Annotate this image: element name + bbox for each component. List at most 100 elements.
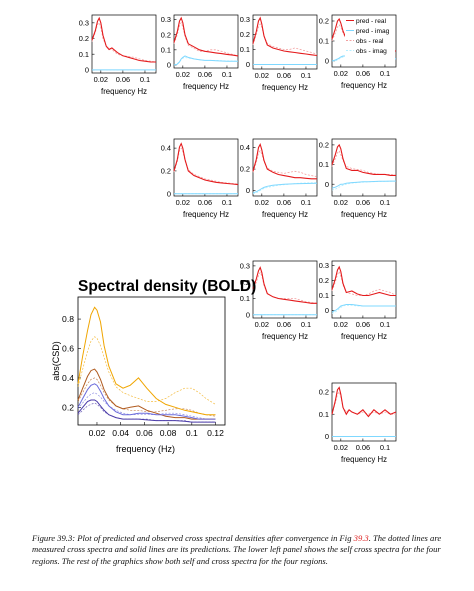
panel-frame <box>252 14 318 70</box>
y-tick-label: 0 <box>325 306 329 315</box>
y-tick-label: 0.2 <box>319 17 329 26</box>
cross-spectrum-panel-2-4: 0 0.1 0.2 0.02 0.06 0.1 frequency Hz <box>319 138 397 219</box>
cross-spectrum-panel-2-3: 0 0.2 0.4 0.02 0.06 0.1 frequency Hz <box>240 138 318 219</box>
x-tick-label: 0.1 <box>301 71 311 80</box>
series-region-3-pred <box>77 383 216 420</box>
y-tick-label: 0.2 <box>240 30 250 39</box>
x-axis-label: frequency Hz <box>341 81 387 90</box>
x-tick-label: 0.1 <box>301 198 311 207</box>
series-pred-imag <box>173 55 239 66</box>
x-axis-label: frequency Hz <box>262 332 308 341</box>
y-tick-label: 0.4 <box>62 373 74 383</box>
figure-caption: Figure 39.3: Plot of predicted and obser… <box>32 533 444 567</box>
series-region-4-pred <box>77 399 216 423</box>
series-obs-real <box>252 23 318 55</box>
y-tick-label: 0.1 <box>319 160 329 169</box>
y-tick-label: 0.4 <box>240 143 250 152</box>
panel-frame <box>91 14 157 74</box>
y-tick-label: 0.1 <box>240 45 250 54</box>
y-tick-label: 0.3 <box>240 261 250 270</box>
y-axis-label: abs(CSD) <box>51 341 61 381</box>
series-obs-real <box>331 391 396 415</box>
legend-entry: pred - real <box>356 18 387 25</box>
x-tick-label: 0.06 <box>356 443 370 452</box>
x-tick-label: 0.1 <box>301 320 311 329</box>
y-tick-label: 0.1 <box>161 45 171 54</box>
cross-spectrum-panel-1-2: 0 0.1 0.2 0.3 0.02 0.06 0.1 frequency Hz <box>161 14 239 91</box>
x-tick-label: 0.06 <box>198 70 212 79</box>
y-tick-label: 0 <box>167 189 171 198</box>
y-tick-label: 0.2 <box>161 167 171 176</box>
y-tick-label: 0.3 <box>161 15 171 24</box>
y-tick-label: 0.1 <box>319 410 329 419</box>
x-tick-label: 0.1 <box>380 443 390 452</box>
x-tick-label: 0.1 <box>140 75 150 84</box>
cross-spectrum-panel-4-4: 0 0.1 0.2 0.02 0.06 0.1 frequency Hz <box>319 382 397 464</box>
panel-frame <box>252 138 318 197</box>
x-tick-label: 0.02 <box>89 428 106 438</box>
y-tick-label: 0.2 <box>319 388 329 397</box>
panel-frame <box>331 138 397 197</box>
y-tick-label: 0 <box>246 186 250 195</box>
x-tick-label: 0.08 <box>160 428 177 438</box>
caption-text-start: Figure 39.3: Plot of predicted and obser… <box>32 533 354 543</box>
x-axis-label: frequency Hz <box>341 332 387 341</box>
series-obs-real <box>173 21 239 57</box>
y-tick-label: 0.2 <box>240 278 250 287</box>
panel-frame <box>77 296 226 426</box>
x-tick-label: 0.02 <box>334 443 348 452</box>
x-axis-label: frequency Hz <box>341 210 387 219</box>
x-tick-label: 0.02 <box>94 75 108 84</box>
cross-spectrum-panel-1-1: 0 0.1 0.2 0.3 0.02 0.06 0.1 frequency Hz <box>79 14 157 96</box>
x-axis-label: frequency Hz <box>183 82 229 91</box>
caption-figure-ref[interactable]: 39.3 <box>353 533 369 543</box>
x-axis-label: frequency (Hz) <box>116 444 175 454</box>
series-region-2-pred <box>77 368 216 420</box>
caption-text-end: . The dotted lines are measured cross sp… <box>32 533 442 566</box>
x-tick-label: 0.06 <box>136 428 153 438</box>
figure-canvas: 0 0.1 0.2 0.3 0.02 0.06 0.1 frequency Hz 0 0.1 0.2… <box>51 14 397 464</box>
y-tick-label: 0 <box>325 432 329 441</box>
cross-spectrum-panel-1-4: 0 0.1 0.2 0.02 0.06 0.1 frequency Hz pred - rea… <box>319 14 397 90</box>
cross-spectrum-panel-3-4: 0 0.1 0.2 0.3 0.02 0.06 0.1 frequency Hz <box>319 260 397 341</box>
x-tick-label: 0.02 <box>334 69 348 78</box>
x-tick-label: 0.06 <box>198 198 212 207</box>
y-tick-label: 0.2 <box>79 34 89 43</box>
x-tick-label: 0.02 <box>255 71 269 80</box>
legend-entry: obs - real <box>356 38 384 45</box>
y-tick-label: 0.2 <box>62 402 74 412</box>
y-tick-label: 0 <box>246 60 250 69</box>
x-tick-label: 0.1 <box>380 198 390 207</box>
series-pred-imag <box>252 182 318 194</box>
series-pred-real <box>331 143 396 176</box>
x-tick-label: 0.06 <box>356 69 370 78</box>
x-tick-label: 0.06 <box>277 320 291 329</box>
y-tick-label: 0.1 <box>319 291 329 300</box>
cross-spectrum-panel-1-3: 0 0.1 0.2 0.3 0.02 0.06 0.1 frequency Hz <box>240 14 318 92</box>
y-tick-label: 0 <box>167 61 171 70</box>
y-tick-label: 0.1 <box>79 50 89 59</box>
y-tick-label: 0.4 <box>161 144 171 153</box>
x-tick-label: 0.1 <box>186 428 198 438</box>
cross-spectrum-panel-3-3: 0 0.1 0.2 0.3 0.02 0.06 0.1 frequency Hz <box>240 260 318 341</box>
x-axis-label: frequency Hz <box>183 210 229 219</box>
cross-spectrum-panel-2-2: 0 0.2 0.4 0.02 0.06 0.1 frequency Hz <box>161 138 239 219</box>
series-region-1-obs <box>77 336 216 405</box>
legend-entry: obs - imag <box>356 48 387 55</box>
y-tick-label: 0.3 <box>79 18 89 27</box>
x-tick-label: 0.06 <box>277 198 291 207</box>
x-axis-label: frequency Hz <box>262 210 308 219</box>
series-region-1-pred <box>77 306 216 416</box>
x-tick-label: 0.02 <box>334 320 348 329</box>
series-pred-real <box>91 16 156 63</box>
series-pred-real <box>252 16 318 57</box>
legend-box <box>345 16 395 60</box>
x-tick-label: 0.12 <box>207 428 224 438</box>
y-tick-label: 0.1 <box>240 294 250 303</box>
x-tick-label: 0.06 <box>277 71 291 80</box>
series-pred-real <box>252 142 317 180</box>
x-tick-label: 0.1 <box>222 198 232 207</box>
y-tick-label: 0.1 <box>319 37 329 46</box>
series-obs-real <box>331 270 397 296</box>
series-pred-imag <box>331 304 396 313</box>
